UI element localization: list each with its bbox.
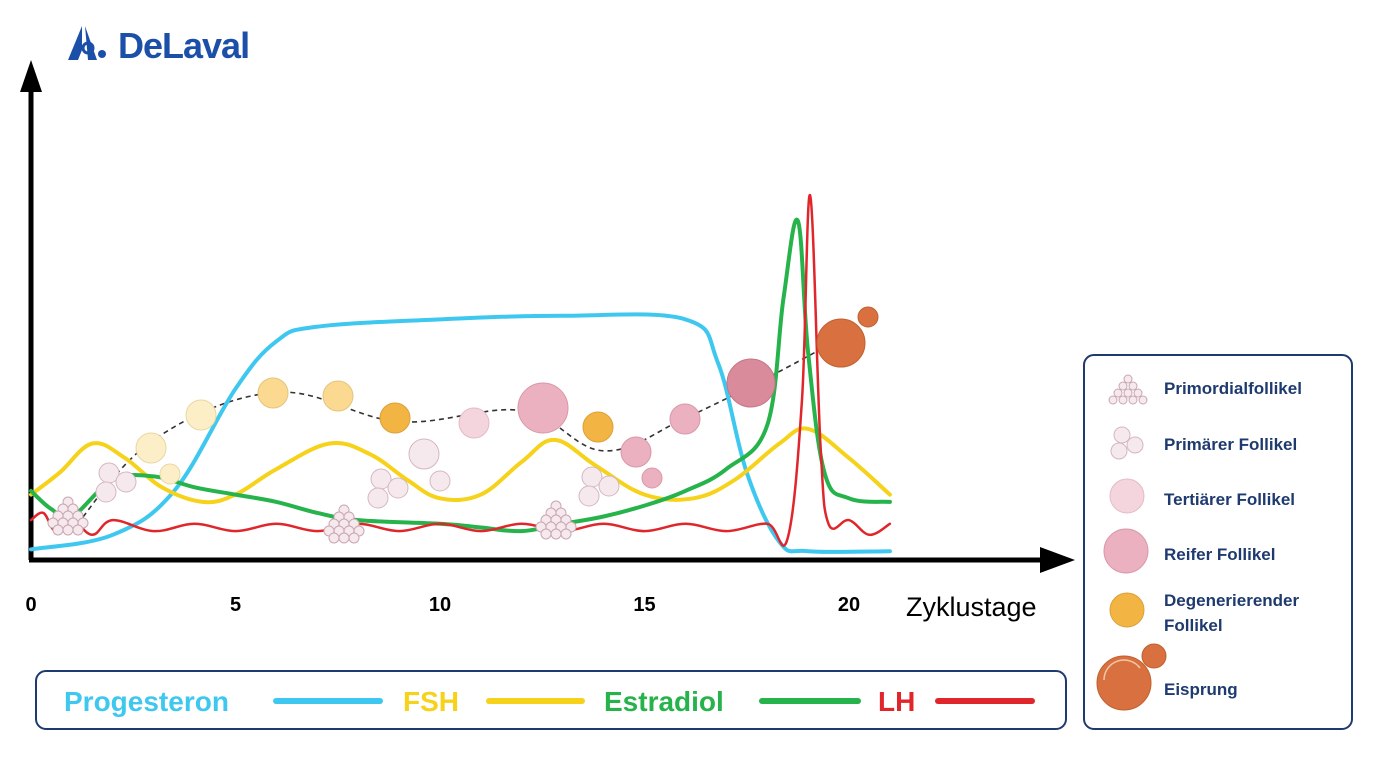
primary-follicle bbox=[115, 471, 137, 493]
primordial-follicle bbox=[72, 524, 84, 536]
ovulation-follicle bbox=[857, 306, 879, 328]
x-axis-title: Zyklustage bbox=[906, 592, 1037, 622]
tertiary-follicle bbox=[458, 407, 490, 439]
series-line-fsh bbox=[29, 426, 892, 505]
tertiary-follicle bbox=[408, 438, 440, 470]
legend-label-estradiol: Estradiol bbox=[604, 686, 724, 717]
delaval-logo: DeLaval bbox=[68, 25, 250, 66]
legend-label-tertiary: Tertiärer Follikel bbox=[1164, 490, 1295, 509]
mature-follicle bbox=[517, 382, 569, 434]
primordial-follicle bbox=[62, 524, 74, 536]
follicle-legend-box bbox=[1083, 354, 1353, 730]
primary-follicle bbox=[578, 485, 600, 507]
delaval-logo-icon bbox=[68, 26, 106, 60]
mature-follicle bbox=[669, 403, 701, 435]
primordial-follicle bbox=[560, 528, 572, 540]
degenerating-follicle-icon bbox=[1109, 592, 1145, 628]
ovulation-follicle bbox=[816, 318, 866, 368]
tertiary-follicle bbox=[429, 470, 451, 492]
mature-follicle-icon bbox=[1103, 528, 1149, 574]
series-legend: Progesteron FSH Estradiol LH bbox=[35, 670, 1067, 730]
tertiary-follicle-icon bbox=[1109, 478, 1145, 514]
x-tick-label: 20 bbox=[838, 594, 860, 616]
legend-label-degenerating-1: Degenerierender bbox=[1164, 591, 1299, 610]
axes: 0 5 10 15 20 Zyklustage bbox=[20, 60, 1075, 622]
follicle-light-orange bbox=[257, 377, 289, 409]
primary-follicle bbox=[95, 481, 117, 503]
legend-label-lh: LH bbox=[878, 686, 915, 717]
degenerating-follicle bbox=[582, 411, 614, 443]
follicle-legend: Primordialfollikel Primärer Follikel Ter… bbox=[1083, 354, 1353, 730]
follicle-light-orange bbox=[322, 380, 354, 412]
ovulation-icon bbox=[1096, 643, 1167, 711]
mature-follicle bbox=[726, 358, 776, 408]
primordial-follicle bbox=[328, 532, 340, 544]
x-tick-label: 15 bbox=[633, 594, 655, 616]
primordial-follicle bbox=[52, 524, 64, 536]
x-tick-label: 0 bbox=[25, 594, 36, 616]
legend-label-degenerating-2: Follikel bbox=[1164, 616, 1223, 635]
degenerating-follicle bbox=[379, 402, 411, 434]
follicle-cream bbox=[135, 432, 167, 464]
follicle-cream bbox=[159, 463, 181, 485]
primary-follicle-icon bbox=[1110, 426, 1144, 460]
primary-follicle bbox=[387, 477, 409, 499]
legend-label-fsh: FSH bbox=[403, 686, 459, 717]
legend-label-mature: Reifer Follikel bbox=[1164, 545, 1275, 564]
x-tick-label: 10 bbox=[429, 594, 451, 616]
primary-follicle bbox=[598, 475, 620, 497]
primordial-follicle bbox=[338, 532, 350, 544]
mature-follicle bbox=[641, 467, 663, 489]
legend-label-primordial: Primordialfollikel bbox=[1164, 379, 1302, 398]
legend-label-ovulation: Eisprung bbox=[1164, 680, 1238, 699]
primary-follicle bbox=[367, 487, 389, 509]
x-tick-labels: 0 5 10 15 20 bbox=[25, 594, 860, 616]
primordial-follicle bbox=[540, 528, 552, 540]
follicle-markers bbox=[47, 306, 879, 544]
mature-follicle bbox=[620, 436, 652, 468]
primordial-follicle bbox=[348, 532, 360, 544]
primordial-follicle-icon bbox=[1108, 374, 1148, 405]
primordial-follicle bbox=[550, 528, 562, 540]
series-line-progesteron bbox=[29, 312, 892, 554]
follicle-cream bbox=[185, 399, 217, 431]
legend-label-primary: Primärer Follikel bbox=[1164, 435, 1297, 454]
legend-label-progesteron: Progesteron bbox=[64, 686, 229, 717]
x-tick-label: 5 bbox=[230, 594, 241, 616]
brand-name: DeLaval bbox=[118, 25, 249, 66]
x-axis-arrowhead bbox=[1040, 547, 1075, 573]
y-axis-arrowhead bbox=[20, 60, 42, 92]
